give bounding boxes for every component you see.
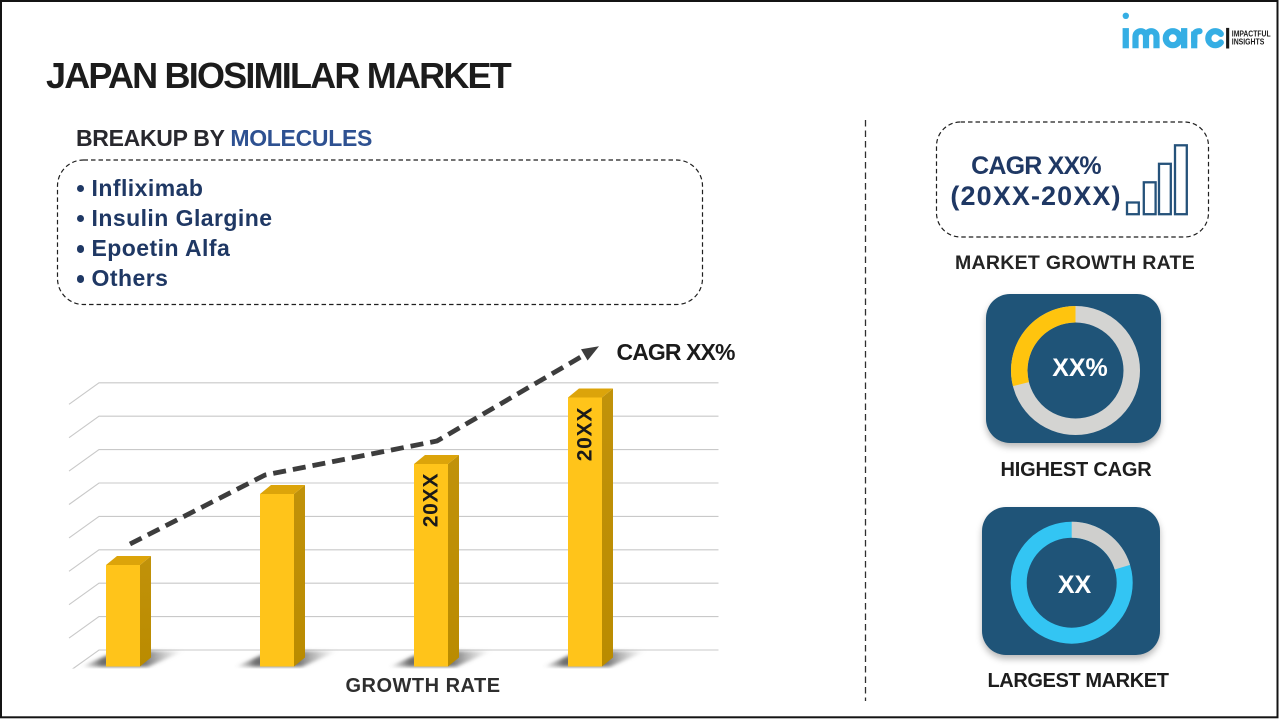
svg-text:20XX: 20XX xyxy=(420,473,443,528)
svg-text:20XX: 20XX xyxy=(574,407,597,462)
svg-text:IMPACTFUL: IMPACTFUL xyxy=(1232,30,1271,39)
svg-text:INSIGHTS: INSIGHTS xyxy=(1232,38,1265,47)
